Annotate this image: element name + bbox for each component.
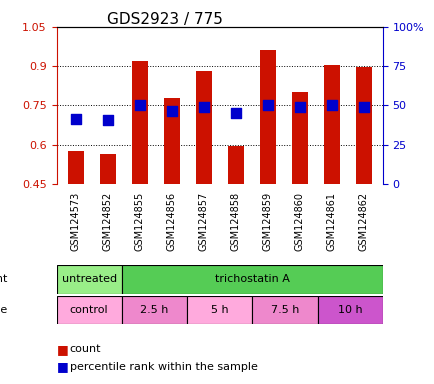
Bar [323, 65, 339, 184]
Bar [227, 146, 243, 184]
FancyBboxPatch shape [56, 296, 122, 324]
Text: 2.5 h: 2.5 h [140, 305, 168, 315]
Bar [163, 98, 179, 184]
Text: control: control [70, 305, 108, 315]
Text: 5 h: 5 h [210, 305, 228, 315]
FancyBboxPatch shape [122, 265, 382, 294]
Point [263, 103, 270, 109]
FancyBboxPatch shape [187, 296, 252, 324]
Text: ■: ■ [56, 360, 68, 373]
Text: count: count [69, 344, 101, 354]
FancyBboxPatch shape [122, 296, 187, 324]
Bar [195, 71, 211, 184]
Point [168, 108, 175, 114]
Point [232, 110, 239, 116]
Bar [259, 50, 275, 184]
Text: GDS2923 / 775: GDS2923 / 775 [107, 12, 223, 26]
FancyBboxPatch shape [56, 265, 122, 294]
Text: 10 h: 10 h [337, 305, 362, 315]
Point [104, 117, 111, 123]
Bar [99, 154, 115, 184]
Text: time: time [0, 305, 8, 315]
Point [359, 104, 366, 110]
Point [200, 104, 207, 110]
Point [296, 104, 302, 110]
Text: 7.5 h: 7.5 h [270, 305, 299, 315]
FancyBboxPatch shape [252, 296, 317, 324]
Text: ■: ■ [56, 343, 68, 356]
Bar [68, 151, 83, 184]
Bar [355, 68, 371, 184]
Text: trichostatin A: trichostatin A [214, 274, 289, 285]
Bar [132, 61, 148, 184]
Text: percentile rank within the sample: percentile rank within the sample [69, 362, 257, 372]
Point [136, 103, 143, 109]
Text: agent: agent [0, 274, 8, 285]
FancyBboxPatch shape [317, 296, 382, 324]
Point [327, 103, 334, 109]
Point [72, 116, 79, 122]
Bar [291, 93, 307, 184]
Text: untreated: untreated [62, 274, 116, 285]
